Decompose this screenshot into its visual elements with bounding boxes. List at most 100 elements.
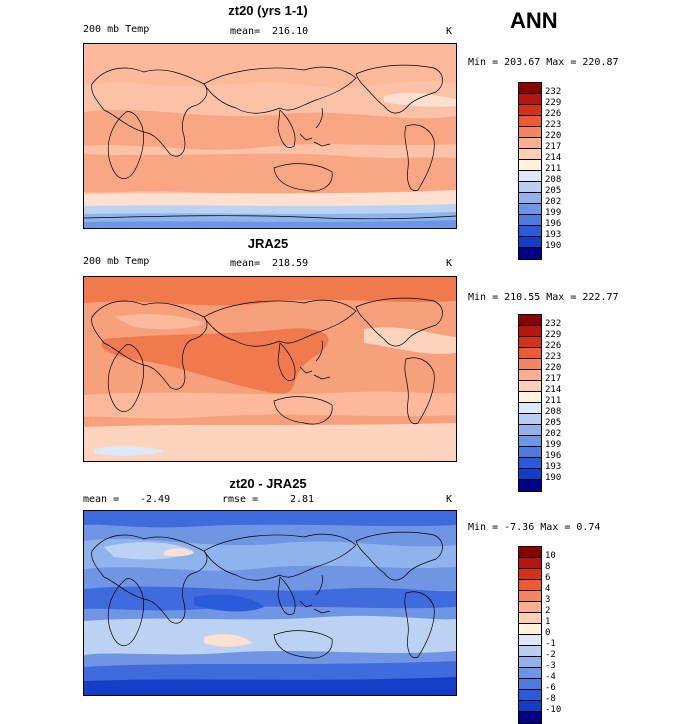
p2-pacific-light — [364, 327, 456, 354]
colorbar-swatch — [519, 127, 541, 138]
p3-south-warm — [204, 634, 252, 647]
panel-1-mean-label: mean= — [230, 26, 261, 37]
colorbar-tick-label: -4 — [545, 672, 556, 682]
panel-3-colorbar-swatches — [518, 546, 542, 724]
colorbar-swatch — [519, 149, 541, 160]
colorbar-tick-label: 199 — [545, 208, 562, 218]
colorbar-tick-label: 226 — [545, 109, 562, 119]
panel-1-title: zt20 (yrs 1-1) — [228, 3, 308, 18]
p2-cool-patch — [94, 446, 164, 456]
colorbar-tick-label: 8 — [545, 562, 551, 572]
p2-south-pale — [84, 423, 456, 461]
p1-north-band — [84, 44, 456, 88]
panel-1-minmax: Min = 203.67 Max = 220.87 — [468, 57, 619, 68]
p1-southern-band — [84, 153, 456, 194]
colorbar-swatch — [519, 248, 541, 259]
p1-cool-band-1 — [84, 190, 456, 208]
colorbar-swatch — [519, 613, 541, 624]
p2-coastlines — [91, 297, 443, 425]
colorbar-swatch — [519, 215, 541, 226]
panel-2-contour-field — [84, 277, 456, 461]
colorbar-swatch — [519, 359, 541, 370]
season-title: ANN — [510, 8, 558, 33]
colorbar-swatch — [519, 348, 541, 359]
colorbar-swatch — [519, 712, 541, 723]
p2-north-warm — [84, 277, 456, 306]
colorbar-swatch — [519, 547, 541, 558]
colorbar-tick-label: 3 — [545, 595, 551, 605]
panel-1-units: K — [446, 26, 453, 37]
panel-3-colorbar — [518, 546, 542, 724]
colorbar-swatch — [519, 580, 541, 591]
colorbar-swatch — [519, 315, 541, 326]
colorbar-tick-label: 4 — [545, 584, 551, 594]
colorbar-swatch — [519, 591, 541, 602]
panel-1-colorbar-swatches — [518, 82, 542, 260]
colorbar-swatch — [519, 425, 541, 436]
p2-north-light — [114, 314, 204, 330]
colorbar-swatch — [519, 370, 541, 381]
colorbar-swatch — [519, 204, 541, 215]
colorbar-tick-label: 0 — [545, 628, 551, 638]
panel-1-mean-value: 216.10 — [272, 26, 309, 37]
colorbar-swatch — [519, 602, 541, 613]
colorbar-swatch — [519, 326, 541, 337]
panel-1-contour-field — [84, 44, 456, 228]
colorbar-swatch — [519, 94, 541, 105]
colorbar-swatch — [519, 624, 541, 635]
colorbar-swatch — [519, 337, 541, 348]
colorbar-swatch — [519, 657, 541, 668]
p3-southern-light — [84, 615, 456, 655]
panel-1-colorbar — [518, 82, 542, 260]
panel-2-title: JRA25 — [247, 236, 289, 251]
colorbar-tick-label: 205 — [545, 418, 562, 428]
colorbar-tick-label: 205 — [545, 186, 562, 196]
panel-2-map — [83, 276, 457, 462]
panel-3-minmax: Min = -7.36 Max = 0.74 — [468, 522, 601, 533]
colorbar-swatch — [519, 392, 541, 403]
p3-tropical-deep — [84, 586, 456, 611]
panel-1-variable-label: 200 mb Temp — [83, 24, 150, 35]
colorbar-tick-label: 232 — [545, 87, 562, 97]
colorbar-tick-label: 190 — [545, 241, 562, 251]
colorbar-tick-label: -2 — [545, 650, 556, 660]
p1-coastlines — [84, 64, 456, 220]
colorbar-tick-label: 196 — [545, 451, 562, 461]
colorbar-tick-label: 220 — [545, 131, 562, 141]
colorbar-swatch — [519, 701, 541, 712]
colorbar-tick-label: 229 — [545, 330, 562, 340]
colorbar-tick-label: -8 — [545, 694, 556, 704]
colorbar-tick-label: 226 — [545, 341, 562, 351]
colorbar-tick-label: -6 — [545, 683, 556, 693]
p2-asia-warm — [101, 328, 329, 394]
panel-2-mean-label: mean= — [230, 258, 261, 269]
colorbar-tick-label: -1 — [545, 639, 556, 649]
p2-southern-light — [84, 391, 456, 419]
colorbar-tick-label: 6 — [545, 573, 551, 583]
colorbar-swatch — [519, 469, 541, 480]
panel-2-units: K — [446, 258, 453, 269]
panel-2-mean-value: 218.59 — [272, 258, 309, 269]
colorbar-swatch — [519, 403, 541, 414]
panel-3-mean-value: -2.49 — [140, 494, 171, 505]
colorbar-swatch — [519, 193, 541, 204]
p3-north-deep — [84, 511, 456, 528]
colorbar-swatch — [519, 436, 541, 447]
panel-2-colorbar — [518, 314, 542, 492]
panel-3-units: K — [446, 494, 453, 505]
p1-light-patch — [384, 92, 456, 107]
colorbar-tick-label: 214 — [545, 385, 562, 395]
colorbar-swatch — [519, 569, 541, 580]
colorbar-swatch — [519, 226, 541, 237]
panel-2-colorbar-swatches — [518, 314, 542, 492]
p1-tropical-band — [84, 109, 456, 150]
colorbar-swatch — [519, 458, 541, 469]
colorbar-swatch — [519, 558, 541, 569]
colorbar-swatch — [519, 447, 541, 458]
panel-3-colorbar-labels: 10 8 6 4 3 2 1 0 -1 -2 -3 -4 -6 -8 -10 — [545, 551, 561, 716]
colorbar-tick-label: 223 — [545, 120, 562, 130]
panel-3-title: zt20 - JRA25 — [229, 476, 307, 491]
colorbar-tick-label: 199 — [545, 440, 562, 450]
panel-3-rmse-label: rmse = — [222, 494, 259, 505]
colorbar-swatch — [519, 160, 541, 171]
